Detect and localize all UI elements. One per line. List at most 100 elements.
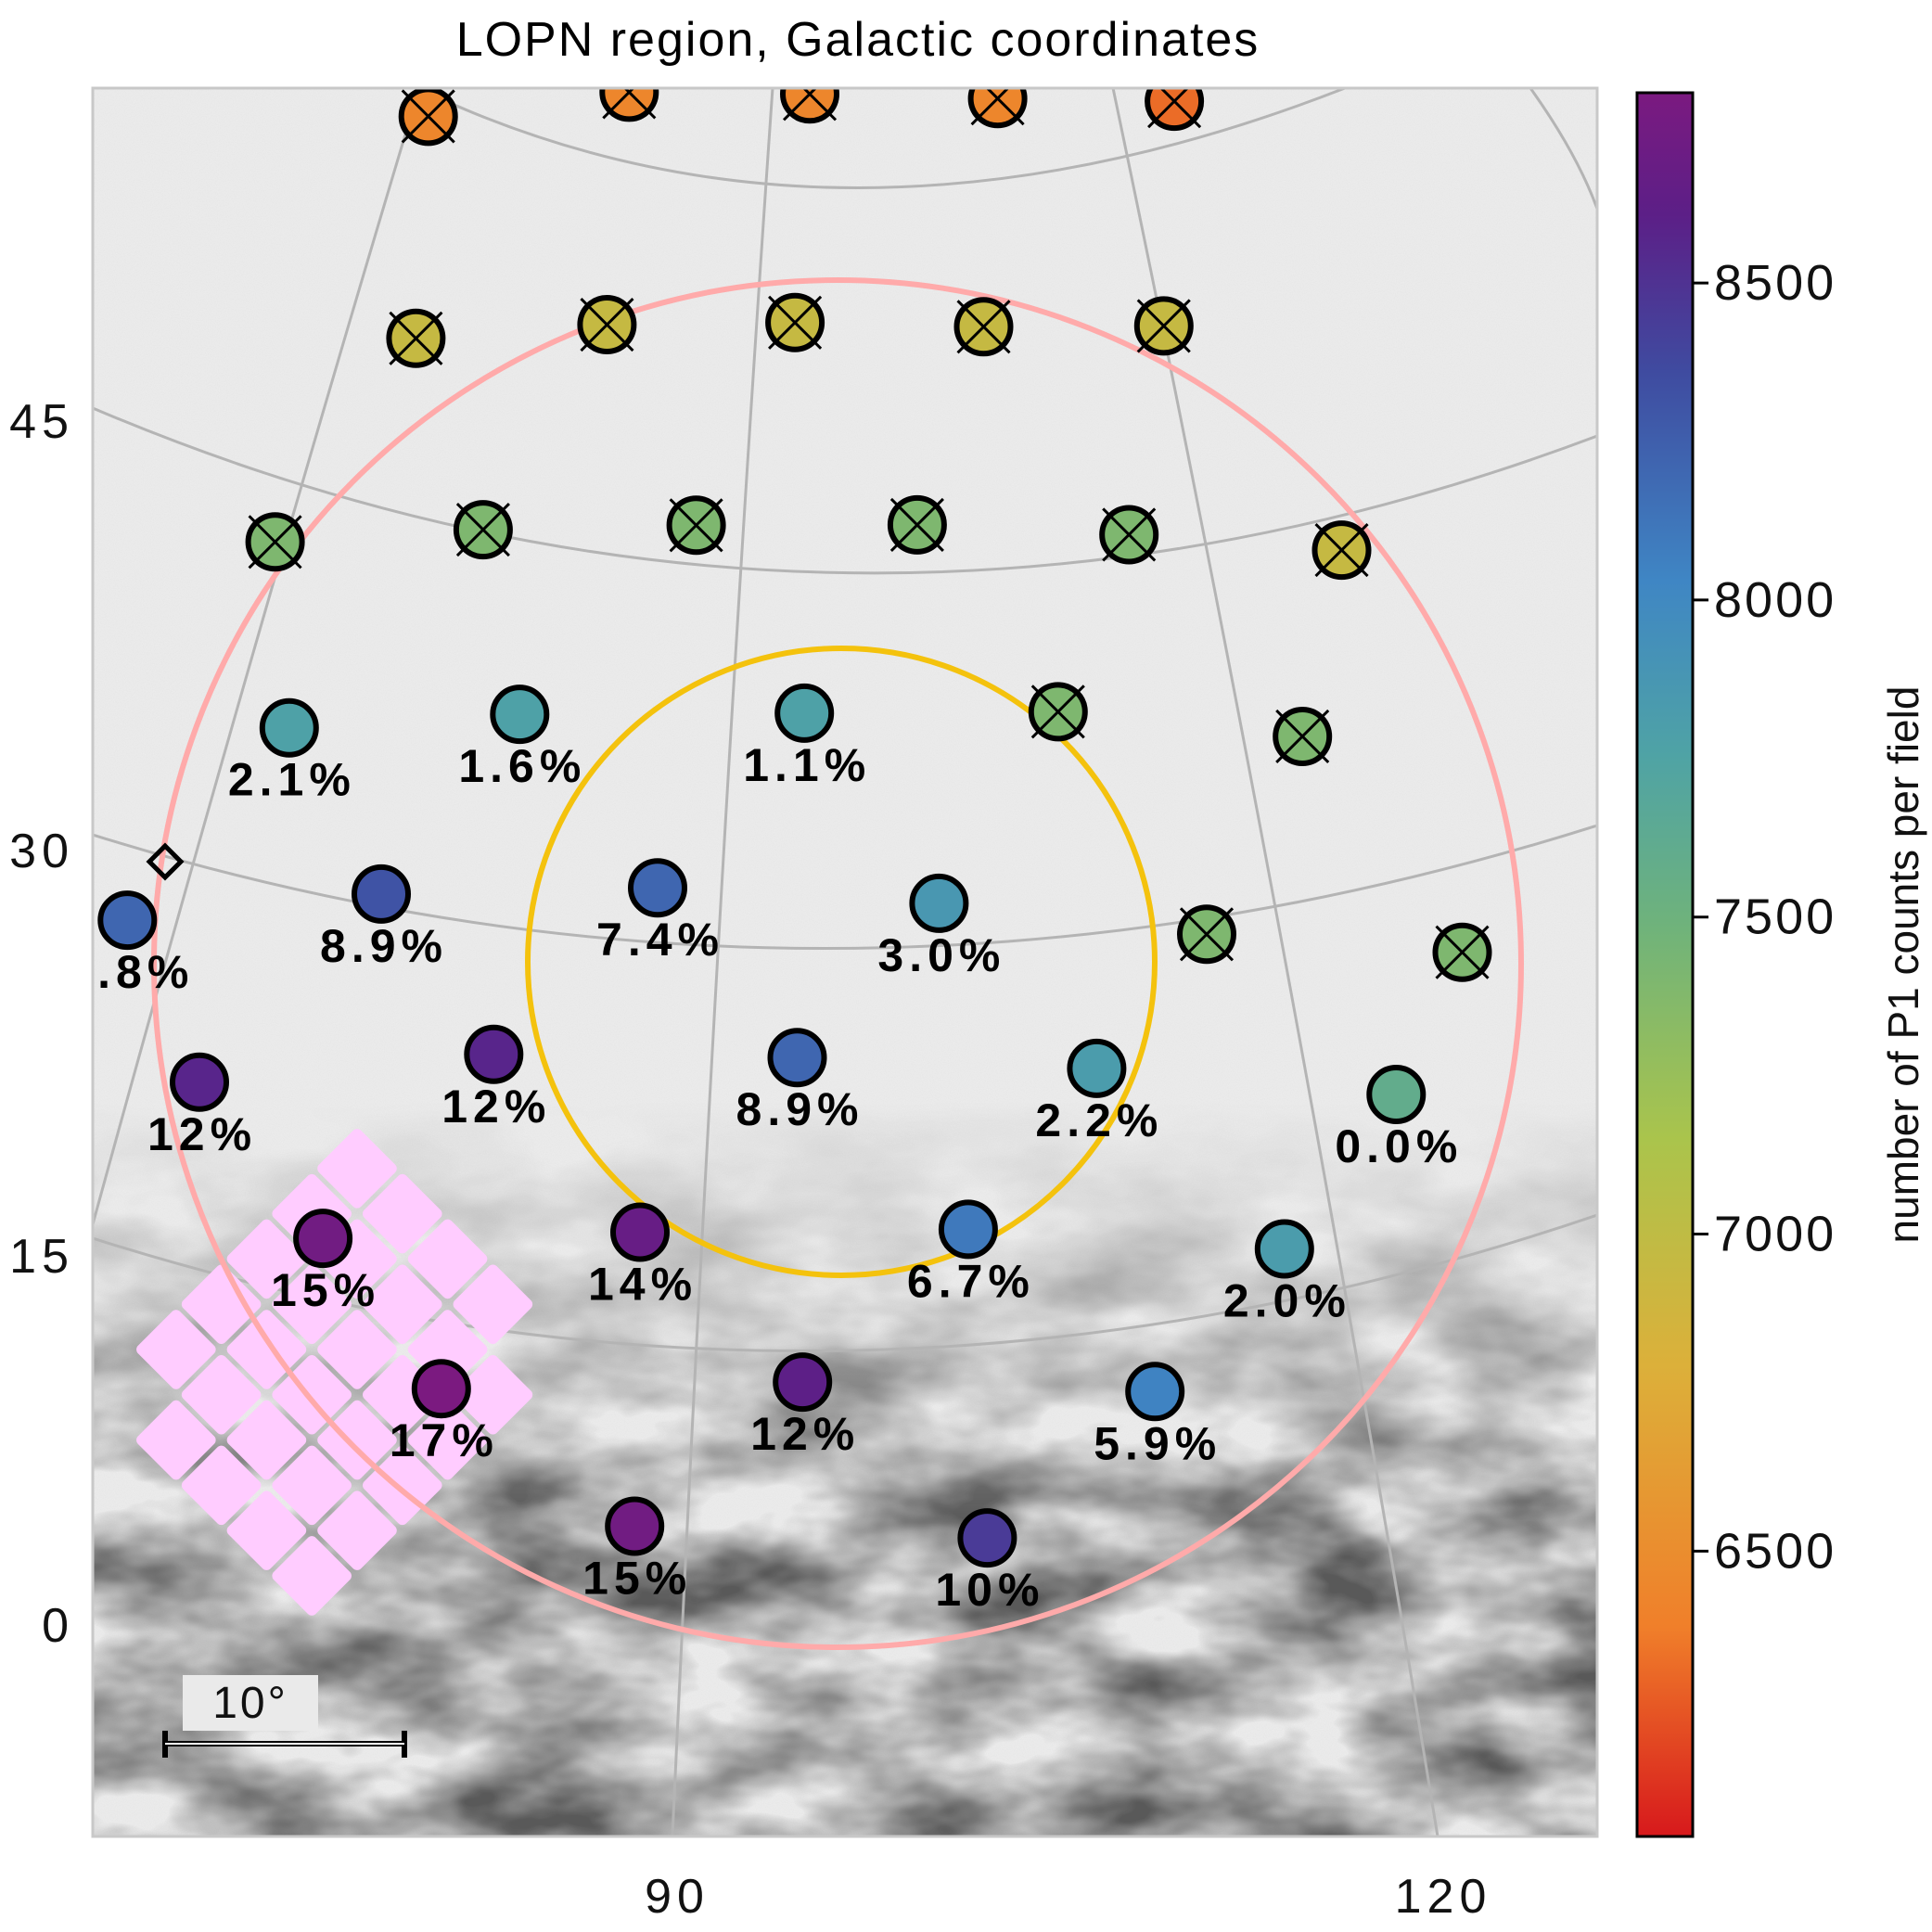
field-markers: 2.1% 1.6% 1.1% 7.8% 8.9% 7.4% 3.0% 12% 12% 8.9% 2.… [66,88,1492,1616]
field-point [773,1352,833,1413]
field-marker [245,512,305,572]
x-axis-ticks: 90 120 [645,1870,1492,1924]
field-point [170,1052,229,1112]
colorbar-tick-label: 6500 [1714,1523,1836,1579]
y-axis-ticks: 45 30 15 0 [9,395,74,1653]
field-percent-label: 0.0% [1335,1120,1463,1172]
field-marker: 5.9% [1094,1362,1222,1469]
grid-latitude-line [416,88,1346,189]
colorbar-gradient [1635,91,1695,1838]
field-marker: 10% [935,1508,1044,1616]
field-marker: 7.8% [66,890,194,998]
field-point [605,1496,665,1556]
field-marker [386,308,446,368]
field-marker: 2.0% [1223,1219,1346,1327]
field-marker [1145,88,1205,132]
footprint-tile [363,1173,442,1254]
footprint-tile [272,1445,352,1526]
field-percent-label: 7.8% [66,946,194,998]
colorbar-label: number of P1 counts per field [1879,686,1927,1244]
exclusion-cross [956,300,1011,354]
scale-bar-label: 10° [212,1679,288,1728]
exclusion-cross [455,503,510,557]
field-percent-label: 7.4% [596,914,724,966]
field-percent-label: 8.9% [320,920,448,972]
plot-area: 2.1% 1.6% 1.1% 7.8% 8.9% 7.4% 3.0% 12% 12% 8.9% 2.… [66,88,1597,1836]
footprint-tile [317,1491,397,1570]
exclusion-cross [889,497,944,552]
field-marker: 2.2% [1035,1038,1158,1146]
footprint-tile [363,1264,442,1344]
field-percent-label: 12% [147,1108,257,1160]
colorbar-tick-label: 7000 [1714,1207,1836,1262]
y-tick-label: 45 [9,395,74,449]
field-marker [666,495,726,556]
field-marker [599,88,659,122]
exclusion-cross [1435,925,1490,979]
scale-bar-label-box [183,1675,318,1731]
footprint-tile [136,1400,216,1480]
footprint-tile [317,1400,397,1480]
inner-circle [525,646,1158,1278]
field-percent-label: 6.7% [907,1255,1035,1307]
footprint-tile [453,1264,533,1344]
field-marker: 17% [390,1359,499,1466]
field-percent-label: 12% [441,1081,551,1132]
exclusion-cross [768,295,823,350]
field-marker [780,88,839,124]
field-point [599,88,659,122]
footprint-tile [317,1129,397,1209]
field-point [1366,1065,1427,1124]
field-point [1125,1362,1185,1422]
field-percent-label: 12% [750,1408,860,1460]
y-tick-label: 30 [9,825,74,878]
field-marker: 6.7% [907,1199,1035,1307]
field-point [628,858,687,918]
footprint-tile [407,1219,488,1299]
field-point [767,1028,827,1088]
field-point [909,873,969,933]
field-marker [1099,505,1159,565]
field-percent-label: 17% [390,1414,499,1466]
x-tick-label: 90 [645,1870,710,1924]
exclusion-cross [782,88,818,122]
field-marker [1432,922,1492,982]
field-marker: 1.6% [458,685,581,792]
field-marker [398,88,458,147]
exclusion-cross [1314,523,1369,578]
field-marker [1028,682,1088,742]
exclusion-cross [401,89,455,144]
x-tick-label: 120 [1395,1870,1492,1924]
field-percent-label: 10% [935,1564,1044,1616]
field-marker [1311,520,1372,581]
y-tick-label: 15 [9,1230,74,1284]
footprint-tile [317,1310,397,1389]
field-marker: 1.1% [743,683,865,791]
chart-title: LOPN region, Galactic coordinates [456,13,1260,67]
field-percent-label: 14% [588,1259,697,1311]
field-point [1254,1219,1314,1279]
field-marker: 8.9% [320,864,448,972]
exclusion-cross [602,88,635,120]
footprint-tile [272,1536,352,1616]
exclusion-cross [1030,685,1085,739]
colorbar-tick-label: 8500 [1714,255,1836,311]
field-percent-label: 3.0% [877,929,1005,981]
exclusion-cross [1102,507,1157,562]
field-point [1145,88,1205,132]
footprint-tile [226,1491,307,1570]
field-marker [967,88,1028,129]
field-marker: 12% [441,1024,551,1132]
field-point [352,864,411,924]
exclusion-cross [669,498,723,553]
field-point [780,88,839,124]
field-marker: 12% [147,1052,257,1160]
field-marker: 0.0% [1335,1065,1463,1172]
field-marker: 8.9% [736,1028,858,1135]
exclusion-cross [1179,907,1235,962]
field-marker [1273,707,1333,766]
field-percent-label: 5.9% [1094,1417,1222,1469]
field-marker: 7.4% [596,858,724,966]
field-point [774,683,835,743]
